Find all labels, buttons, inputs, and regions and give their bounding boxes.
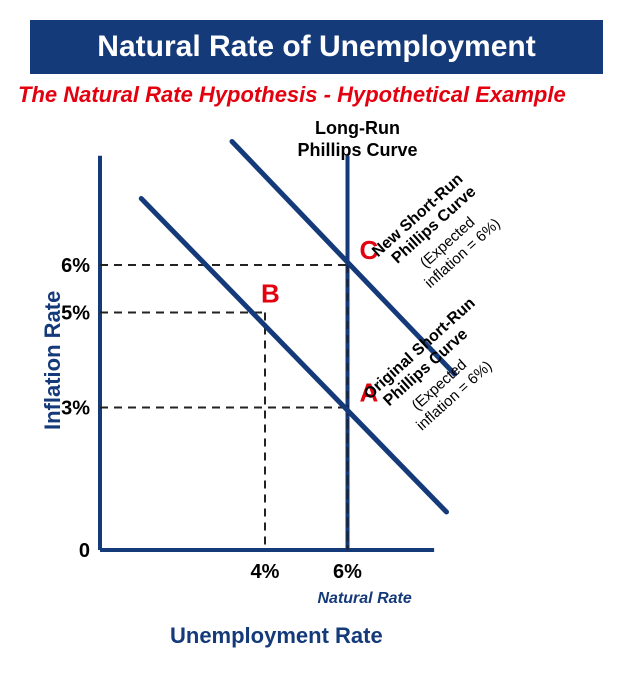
page: Natural Rate of Unemployment The Natural… <box>0 0 633 677</box>
chart-svg: 03%5%6%4%6%ABCNew Short-RunPhillips Curv… <box>0 0 633 677</box>
orig-sr-text: Original Short-RunPhillips Curve(Expecte… <box>361 295 518 446</box>
xtick-4%: 4% <box>251 561 280 583</box>
point-label-B: B <box>261 279 280 309</box>
xtick-6%: 6% <box>333 561 362 583</box>
ytick-3%: 3% <box>61 398 90 420</box>
ytick-0: 0 <box>79 540 90 562</box>
ytick-5%: 5% <box>61 303 90 325</box>
new-sr-text: New Short-RunPhillips Curve(Expectedinfl… <box>369 170 506 304</box>
ytick-6%: 6% <box>61 255 90 277</box>
